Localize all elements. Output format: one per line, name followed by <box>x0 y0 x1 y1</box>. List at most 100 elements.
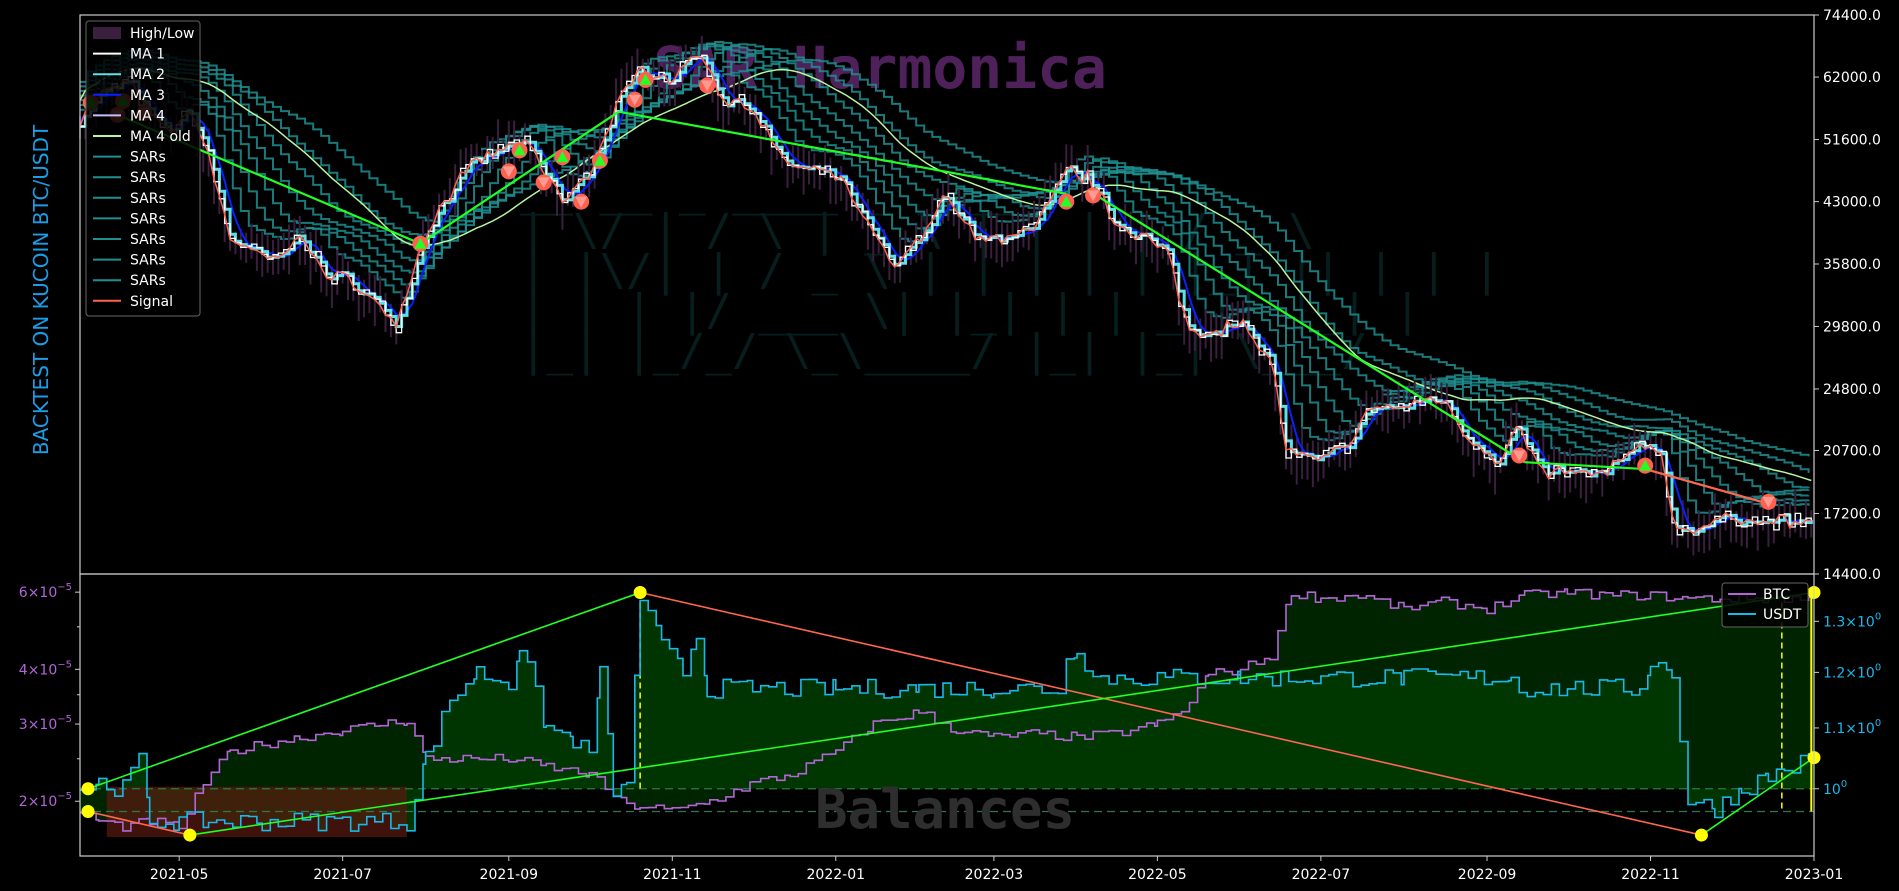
date-tick-label: 2022-01 <box>807 867 866 883</box>
btc-y-axis: 6×10−5 4×10−5 3×10−5 2×10−5 <box>19 582 80 810</box>
extreme-line <box>87 591 641 790</box>
buy-marker <box>556 151 569 163</box>
trade-line <box>1524 461 1646 471</box>
legend-entry: MA 2 <box>130 67 165 83</box>
legend-box <box>85 20 201 317</box>
sell-marker-arrow <box>701 80 714 92</box>
extreme-marker <box>633 586 647 600</box>
price-legend: High/Low MA 1 MA 2 MA 3 MA 4 MA 4 old SARs SARs… <box>85 20 201 317</box>
price-tick-label: 43000.0 <box>1823 195 1881 211</box>
date-tick-label: 2022-11 <box>1621 867 1680 883</box>
legend-entry: MA 4 <box>130 108 165 124</box>
buy-marker <box>1060 195 1073 207</box>
usdt-tick-label: 1.3×100 <box>1823 611 1881 630</box>
price-tick-label: 20700.0 <box>1823 443 1881 459</box>
trade-line <box>1644 467 1769 505</box>
date-tick-label: 2022-05 <box>1128 867 1187 883</box>
legend-swatch <box>93 27 121 39</box>
extreme-line <box>1700 756 1815 836</box>
price-tick-label: 24800.0 <box>1823 382 1881 398</box>
extreme-line <box>189 591 1815 836</box>
extreme-marker <box>81 782 95 796</box>
legend-entry: MA 4 old <box>130 129 191 145</box>
sell-marker-arrow <box>1513 450 1526 462</box>
legend-entry: BTC <box>1763 587 1790 603</box>
watermark-bottom: Balances <box>815 778 1075 841</box>
ascii-row: |_| |_/_/ \_\____/ |_| |_| \___/ <box>520 325 1368 376</box>
usdt-line <box>80 599 1815 832</box>
sell-marker-arrow <box>502 166 515 178</box>
legend-entry: Signal <box>130 294 173 310</box>
ma4-old <box>79 67 1812 482</box>
price-tick-label: 14400.0 <box>1823 567 1881 583</box>
sell-marker-arrow <box>1762 496 1775 508</box>
usdt-tick-label: 100 <box>1823 779 1847 798</box>
legend-entry: SARs <box>130 150 166 166</box>
date-tick-label: 2022-09 <box>1458 867 1517 883</box>
buy-marker <box>1639 459 1652 471</box>
btc-tick-label: 6×10−5 <box>19 582 72 601</box>
trade-line <box>1087 189 1526 464</box>
btc-fill <box>80 589 1814 831</box>
sar-line <box>80 48 1810 457</box>
trade-lines <box>117 110 1769 505</box>
buy-marker <box>593 154 606 166</box>
ascii-row: | |\/| | / _ \ | | | | | |_| || | | | <box>520 245 1500 296</box>
date-tick-label: 2021-11 <box>643 867 702 883</box>
date-tick-label: 2022-07 <box>1292 867 1351 883</box>
btc-tick-label: 4×10−5 <box>19 659 72 678</box>
extreme-line <box>639 591 1702 836</box>
balances-legend: BTC USDT <box>1721 582 1809 628</box>
trade-line <box>419 110 620 245</box>
buy-marker <box>414 237 427 249</box>
signal-line <box>79 56 1812 534</box>
price-tick-label: 35800.0 <box>1823 257 1881 273</box>
usdt-y-axis: 1.3×100 1.2×100 1.1×100 100 <box>1814 611 1881 798</box>
legend-entry: SARs <box>130 211 166 227</box>
price-tick-label: 29800.0 <box>1823 319 1881 335</box>
date-tick-label: 2021-07 <box>313 867 372 883</box>
price-tick-label: 17200.0 <box>1823 507 1881 523</box>
extreme-marker <box>81 804 95 818</box>
ma4-old-line <box>79 67 1812 482</box>
sell-marker-arrow <box>575 196 588 208</box>
sell-marker-arrow <box>628 94 641 106</box>
balance-lines <box>80 588 1815 832</box>
buy-marker <box>513 144 526 156</box>
date-tick-label: 2021-05 <box>150 867 209 883</box>
date-tick-label: 2021-09 <box>480 867 539 883</box>
legend-entry: SARs <box>130 191 166 207</box>
buy-marker <box>639 73 652 85</box>
price-tick-label: 62000.0 <box>1823 70 1881 86</box>
btc-tick-label: 2×10−5 <box>19 791 72 810</box>
price-tick-label: 51600.0 <box>1823 133 1881 149</box>
extreme-lines <box>87 591 1815 836</box>
balances-frame <box>79 573 1815 857</box>
date-tick-label: 2022-03 <box>965 867 1024 883</box>
price-y-axis: 74400.0 62000.0 51600.0 43000.0 35800.0 29800… <box>1814 8 1881 583</box>
sell-marker-arrow <box>537 177 550 189</box>
extreme-marker <box>183 828 197 842</box>
btc-tick-label: 3×10−5 <box>19 714 72 733</box>
sar-line <box>80 48 1810 473</box>
sell-marker-arrow <box>1087 190 1100 202</box>
price-tick-label: 74400.0 <box>1823 8 1881 24</box>
extreme-line <box>87 810 191 836</box>
legend-entry: MA 3 <box>130 88 165 104</box>
usdt-tick-label: 1.1×100 <box>1823 718 1881 737</box>
side-label: BACKTEST ON KUCOIN BTC/USDT <box>29 124 53 455</box>
legend-entry: SARs <box>130 273 166 289</box>
legend-entry: SARs <box>130 253 166 269</box>
legend-entry: SARs <box>130 232 166 248</box>
moving-averages <box>79 54 1815 536</box>
legend-entry: MA 1 <box>130 47 165 63</box>
price-panel: SAR Harmonica __ __ _ ____ _ _ ___ | \/ … <box>79 8 1881 583</box>
legend-entry: SARs <box>130 170 166 186</box>
legend-entry: USDT <box>1763 607 1802 623</box>
legend-entry: High/Low <box>130 26 194 42</box>
balances-panel: Balances 6×10−5 4×10−5 3×10−5 2×10−5 1.3×10… <box>19 573 1881 883</box>
date-x-axis: 2021-05 2021-07 2021-09 2021-11 2022-01 2022-… <box>150 856 1843 883</box>
extreme-marker <box>1694 828 1708 842</box>
date-tick-label: 2023-01 <box>1785 867 1844 883</box>
